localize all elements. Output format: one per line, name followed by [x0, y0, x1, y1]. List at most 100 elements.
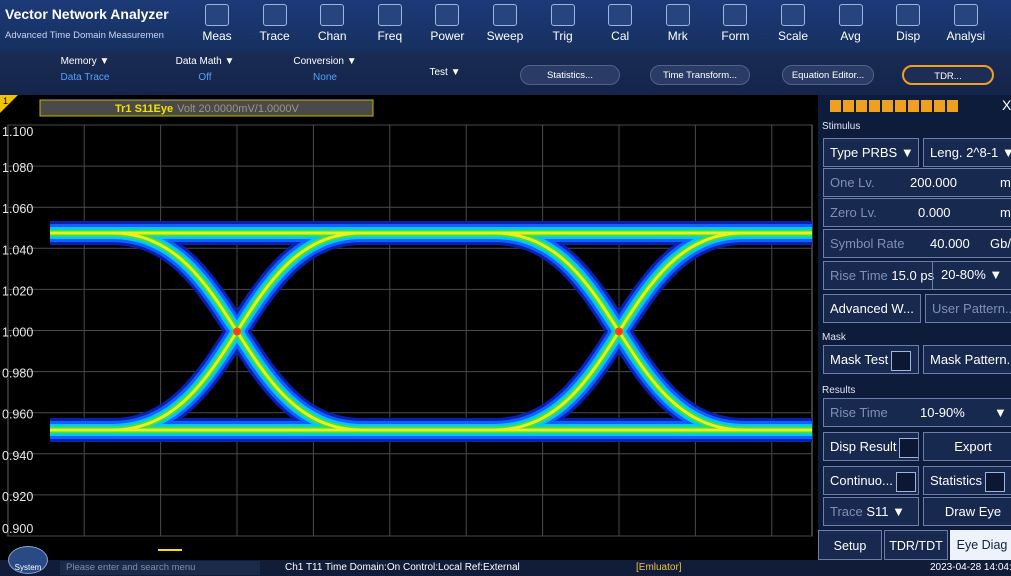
- eye-trace: [50, 221, 812, 442]
- trace-select[interactable]: Trace S11 ▼: [823, 497, 919, 526]
- label: Mrk: [667, 29, 688, 43]
- label: Symbol Rate: [830, 236, 905, 251]
- toolbar-button[interactable]: Chan: [307, 4, 357, 48]
- rise-time[interactable]: Rise Time 15.0 ps 20-80% ▼: [823, 261, 1011, 290]
- side-panel: X Stimulus Type PRBS ▼ Leng. 2^8-1 ▼ One…: [818, 95, 1011, 560]
- toolbar-button[interactable]: Cal: [595, 4, 645, 48]
- value: S11 ▼: [866, 504, 906, 519]
- value: 15.0: [891, 268, 917, 283]
- disp-result[interactable]: Disp Result: [823, 432, 919, 461]
- menu-item[interactable]: Conversion ▼ None: [270, 56, 380, 83]
- zero-level[interactable]: Zero Lv. 0.000 m: [823, 198, 1011, 227]
- icon: [377, 4, 402, 26]
- trace-header-text: Tr1 S11Eye Volt 20.0000mV/1.0000V: [115, 103, 299, 115]
- eye-band: [50, 227, 812, 436]
- type-select[interactable]: Type PRBS ▼: [823, 138, 919, 167]
- icon: [320, 4, 345, 26]
- icon: [953, 4, 978, 26]
- menu-button[interactable]: Equation Editor...: [782, 65, 874, 85]
- result-rise-time[interactable]: Rise Time 10-90% ▼: [823, 398, 1011, 427]
- checkbox[interactable]: [891, 350, 912, 371]
- label: Chan: [317, 29, 347, 43]
- toolbar-button[interactable]: Form: [710, 4, 760, 48]
- icon: [781, 4, 805, 26]
- checkbox[interactable]: [899, 437, 918, 458]
- unit: m: [1000, 205, 1011, 220]
- user-pattern-button[interactable]: User Pattern...: [925, 294, 1011, 323]
- toolbar-button[interactable]: Trig: [538, 4, 588, 48]
- toolbar-button[interactable]: Trace: [250, 4, 300, 48]
- y-tick-label: 0.960: [2, 408, 33, 422]
- checkbox[interactable]: [895, 471, 916, 492]
- draw-eye-button[interactable]: Draw Eye: [923, 497, 1011, 526]
- toolbar-button[interactable]: Mrk: [653, 4, 703, 48]
- start-label: Ch 1 Start 0.0000s: [62, 545, 154, 557]
- label: Rise Time: [830, 405, 888, 420]
- toolbar-button[interactable]: Freq: [365, 4, 415, 48]
- tab[interactable]: Setup: [818, 530, 882, 560]
- continuous[interactable]: Continuo...: [823, 466, 919, 495]
- toolbar-button[interactable]: Scale: [768, 4, 818, 48]
- one-level[interactable]: One Lv. 200.000 m: [823, 168, 1011, 197]
- label: Trace: [830, 504, 863, 519]
- eye-band: [50, 221, 812, 442]
- search-box[interactable]: Please enter and search menu: [60, 561, 260, 575]
- menu-item[interactable]: Memory ▼ Data Trace: [30, 56, 140, 83]
- menu-button[interactable]: TDR...: [902, 65, 994, 85]
- label: Conversion ▼: [293, 56, 357, 67]
- label: Power: [430, 29, 465, 43]
- label: Mask Test: [830, 352, 889, 367]
- label: Type: [830, 145, 859, 160]
- menu-item[interactable]: Data Math ▼ Off: [150, 56, 260, 83]
- y-axis: 1.100 1.080 1.060 1.040 1.020 1.000 0.980 0.960…: [2, 125, 33, 536]
- label: Rise Time: [830, 268, 888, 283]
- value: 0.000: [918, 205, 951, 220]
- y-tick-label: 1.040: [2, 243, 33, 257]
- unit: ps: [920, 268, 935, 283]
- system-button[interactable]: System: [8, 546, 48, 574]
- statistics[interactable]: Statistics: [923, 466, 1011, 495]
- toolbar-button[interactable]: Sweep: [480, 4, 530, 48]
- label: Disp: [896, 29, 921, 43]
- menu-button[interactable]: Statistics...: [520, 65, 620, 85]
- app-subtitle: Advanced Time Domain Measuremen: [5, 30, 164, 41]
- label: Sweep: [486, 29, 524, 43]
- mask-pattern-button[interactable]: Mask Pattern...: [923, 345, 1011, 374]
- label: Freq: [377, 29, 403, 43]
- toolbar-button[interactable]: Analysi: [941, 4, 991, 48]
- menu-item[interactable]: Test ▼: [390, 67, 500, 78]
- eye-crossing: [615, 327, 623, 336]
- toolbar-button[interactable]: Disp: [883, 4, 933, 48]
- icon: [665, 4, 690, 26]
- tab[interactable]: Eye Diag: [950, 530, 1011, 560]
- unit: m: [1000, 175, 1011, 190]
- value: 10-90%: [920, 405, 965, 420]
- length-select[interactable]: Leng. 2^8-1 ▼: [923, 138, 1011, 167]
- menu-button[interactable]: Time Transform...: [650, 65, 750, 85]
- trace-header: [39, 99, 374, 117]
- export-button[interactable]: Export: [923, 432, 1011, 461]
- close-button[interactable]: X: [1002, 97, 1011, 113]
- section-label: Mask: [822, 332, 846, 343]
- mask-test[interactable]: Mask Test: [823, 345, 919, 374]
- plot: 1 Tr1 S11Eye Volt 20.0000mV/1.0000V 1.100…: [0, 95, 813, 557]
- toolbar-button[interactable]: Meas: [192, 4, 242, 48]
- section-label: Results: [822, 385, 856, 396]
- label: Test ▼: [429, 67, 461, 78]
- y-tick-label: 0.940: [2, 449, 33, 463]
- eye-band: [50, 224, 812, 439]
- symbol-rate[interactable]: Symbol Rate 40.000 Gb/: [823, 229, 1011, 258]
- advanced-button[interactable]: Advanced W...: [823, 294, 921, 323]
- status-bar: System Please enter and search menu Ch1 …: [0, 546, 1011, 576]
- y-tick-label: 0.980: [2, 367, 33, 381]
- y-tick-label: 1.100: [2, 125, 33, 139]
- label: Statistics: [930, 473, 983, 488]
- stop-label: Stop 2.0000ns: [738, 545, 809, 557]
- ifbw-label: IFBW 100kHz: [412, 545, 480, 557]
- toolbar-button[interactable]: Power: [422, 4, 472, 48]
- y-tick-label: 1.020: [2, 284, 33, 298]
- tab[interactable]: TDR/TDT: [884, 530, 948, 560]
- toolbar-button[interactable]: Avg: [826, 4, 876, 48]
- icon: [608, 4, 633, 26]
- checkbox[interactable]: [985, 471, 1006, 492]
